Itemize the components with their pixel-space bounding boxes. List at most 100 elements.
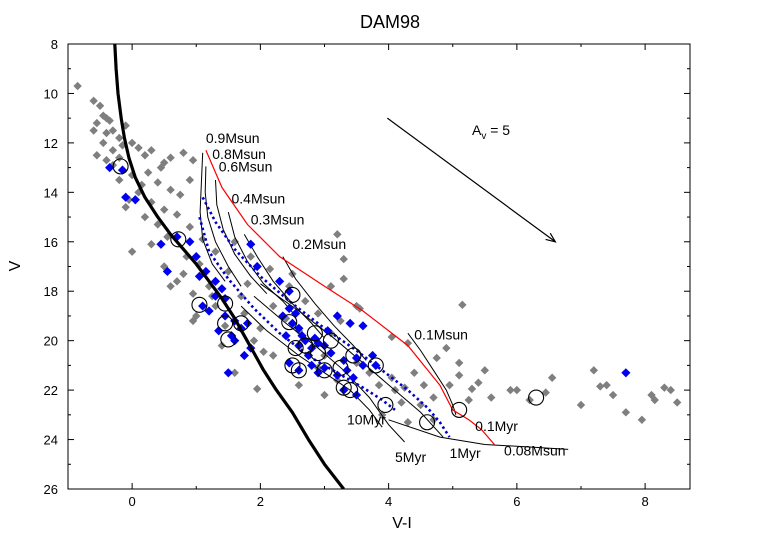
blue-isochrone-inner [198,216,396,411]
circled-point [335,379,352,396]
y-tick-label: 22 [44,383,58,398]
x-tick-label: 0 [129,494,136,509]
gray-point [159,205,169,214]
circled-point [332,359,349,376]
circled-point [112,158,129,175]
blue-point [319,341,330,351]
x-axis-title: V-I [392,515,412,532]
gray-point [108,126,118,135]
blue-point [287,318,298,328]
gray-point [672,398,682,407]
gray-point [252,384,262,394]
blue-point [284,303,294,314]
gray-point [249,336,259,345]
circled-point [170,231,187,248]
mass-label: 0.3Msun [251,211,305,227]
circled-point [342,382,359,399]
gray-point [243,279,252,289]
blue-point [223,368,233,378]
gray-point [176,190,185,200]
gray-point [416,400,425,410]
gray-point [188,316,198,326]
mass-label: 0.6Msun [219,158,273,174]
gray-point [660,383,669,392]
circled-point [290,362,307,379]
blue-point [204,306,214,316]
gray-point [182,252,191,261]
gray-point [179,148,188,157]
gray-point [419,380,429,390]
gray-point [442,343,451,353]
gray-point [285,282,294,291]
gray-point [140,151,150,160]
y-axis-title: V [7,260,24,271]
circled-point [281,314,298,331]
blue-point [348,373,358,383]
gray-point [211,247,220,256]
y-tick-label: 26 [44,482,58,497]
y-tick-label: 14 [44,185,58,200]
blue-point [210,276,221,286]
blue-point [342,365,352,375]
gray-point [374,380,384,390]
blue-isochrone-outer [201,196,451,438]
mass-track [199,152,226,282]
gray-point [666,385,675,395]
blue-point [313,368,323,378]
gray-point [188,155,198,165]
gray-point [92,151,102,160]
blue-point [214,326,224,336]
gray-point [147,240,156,249]
gray-point [333,230,342,239]
blue-point [198,301,208,311]
gray-point [156,163,166,172]
gray-point [547,373,557,382]
circled-point [322,332,339,349]
blue-point [217,284,227,294]
gray-point [339,274,348,284]
gray-point [73,81,82,91]
blue-point [278,311,288,321]
gray-point [185,222,195,232]
isochrone-0-1myr [205,150,495,445]
circled-point [377,396,394,413]
isochrone-label: 5Myr [395,449,426,465]
gray-point [474,378,483,387]
gray-point [236,291,246,301]
blue-point [275,276,285,286]
mass-label: 0.9Msun [206,130,260,146]
blue-point [242,318,253,328]
circled-point [284,286,301,303]
extinction-label-base: A [472,122,482,138]
gray-point [608,390,618,400]
blue-point [281,331,291,341]
gray-point [454,358,464,368]
y-tick-label: 16 [44,235,58,250]
blue-point [345,318,355,328]
y-tick-label: 8 [51,37,58,52]
gray-point [403,418,413,427]
gray-point [118,141,127,150]
gray-point [166,282,175,291]
mass-label: 0.8Msun [212,146,266,162]
gray-point [294,380,304,390]
gray-point [650,395,659,405]
gray-point [230,237,239,246]
gray-point [140,212,150,222]
isochrone-label: 0.1Myr [475,418,518,434]
circled-point [233,315,250,332]
gray-point [89,96,98,106]
extinction-label-rest: = 5 [486,122,510,138]
circled-point [297,337,314,354]
gray-point [445,380,454,390]
blue-point [239,350,249,361]
gray-point [220,321,230,331]
blue-point [230,336,240,346]
circled-point [310,344,327,362]
blue-point [121,192,131,202]
circled-point [528,389,545,406]
mass-label: 0.1Msun [414,326,468,342]
blue-point [294,365,304,375]
